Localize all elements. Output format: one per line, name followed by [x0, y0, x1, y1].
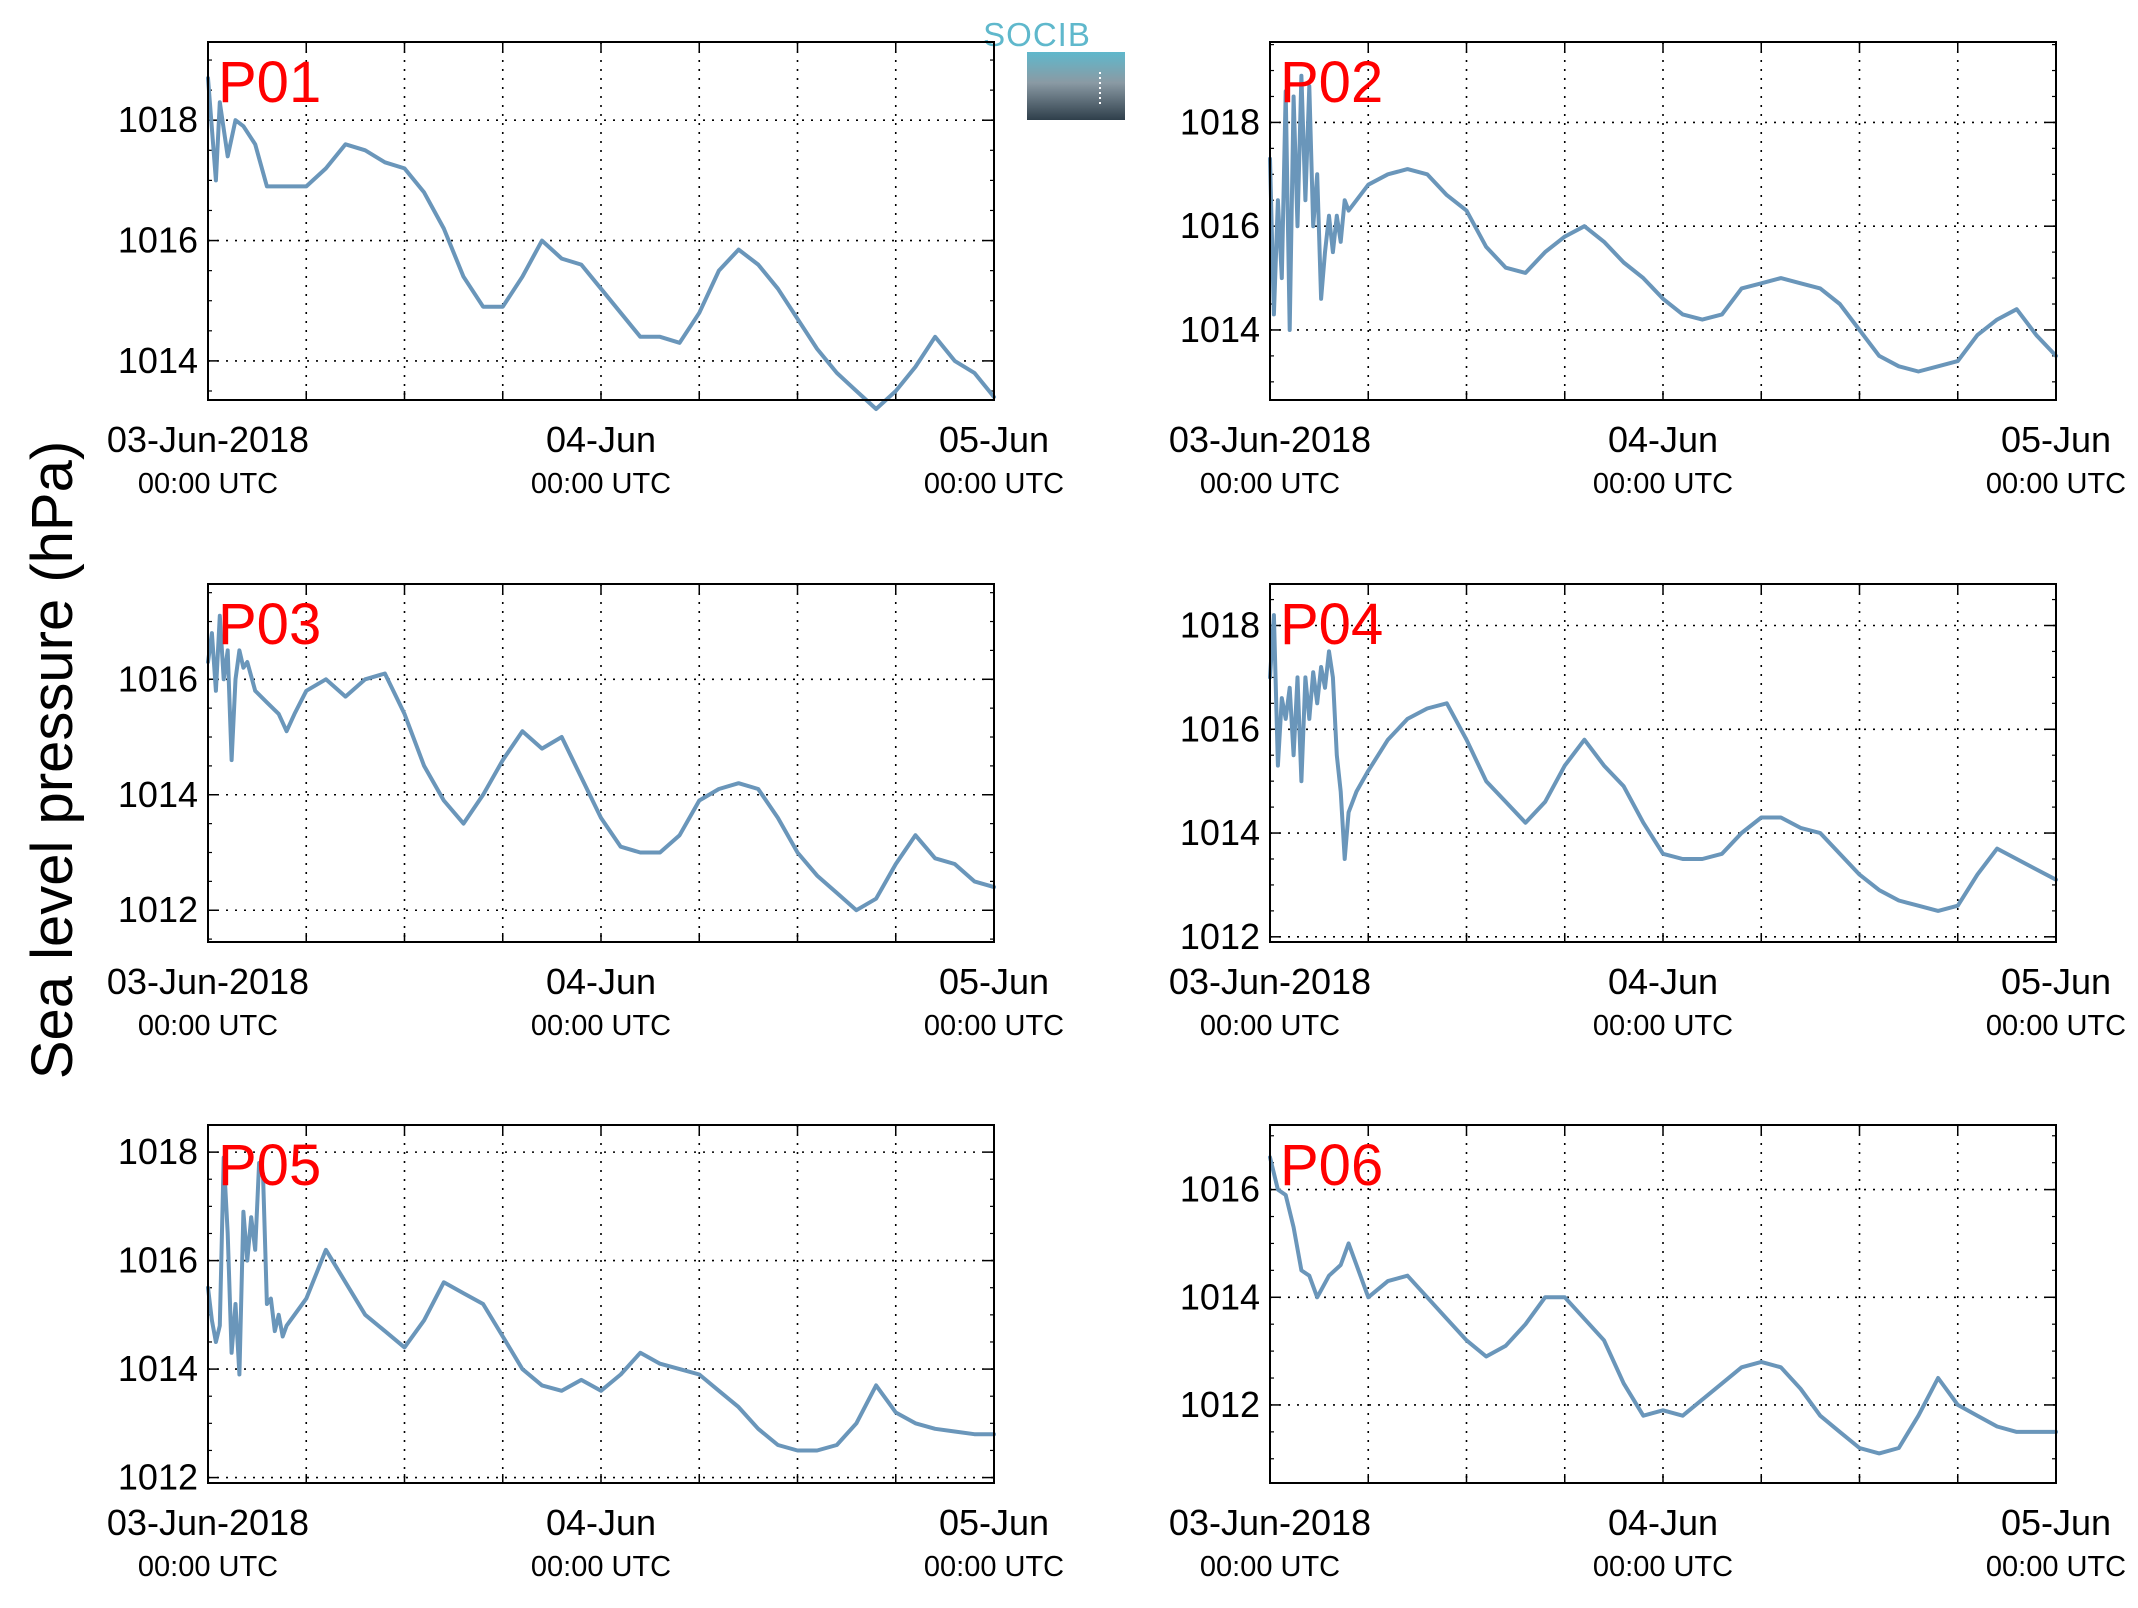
x-tick-sublabel: 00:00 UTC — [1200, 468, 1340, 500]
panel-p02: 1014 1016 1018 03-Jun-2018 00:00 UTC 04-Jun 00… — [1169, 41, 2126, 500]
series-line — [206, 76, 996, 411]
x-tick-label: 04-Jun — [546, 1502, 656, 1543]
y-tick-label: 1018 — [118, 99, 198, 140]
y-tick-label: 1014 — [1180, 1276, 1260, 1317]
y-tick-label: 1012 — [118, 889, 198, 930]
x-tick-label: 05-Jun — [2001, 961, 2111, 1002]
y-tick-label: 1014 — [118, 774, 198, 815]
socib-logo: SOCIB — [983, 16, 1125, 120]
x-tick-label: 04-Jun — [546, 961, 656, 1002]
y-tick-label: 1018 — [118, 1131, 198, 1172]
plot-frame — [1269, 41, 2057, 401]
panel-label: P05 — [218, 1133, 321, 1198]
y-tick-label: 1014 — [1180, 812, 1260, 853]
panel-p03: 1012 1014 1016 03-Jun-2018 00:00 UTC 04-Jun 00… — [107, 583, 1064, 1042]
x-tick-sublabel: 00:00 UTC — [531, 468, 671, 500]
x-tick-label: 04-Jun — [546, 419, 656, 460]
series-line — [1268, 613, 2058, 913]
y-tick-label: 1018 — [1180, 101, 1260, 142]
x-tick-label: 05-Jun — [939, 961, 1049, 1002]
series-line — [1268, 1155, 2058, 1456]
x-tick-label: 03-Jun-2018 — [107, 1502, 309, 1543]
plot-frame — [1269, 583, 2057, 943]
x-tick-sublabel: 00:00 UTC — [1593, 1010, 1733, 1042]
x-tick-sublabel: 00:00 UTC — [1593, 468, 1733, 500]
y-tick-label: 1012 — [1180, 916, 1260, 957]
x-tick-label: 05-Jun — [2001, 1502, 2111, 1543]
x-tick-sublabel: 00:00 UTC — [1200, 1010, 1340, 1042]
y-tick-label: 1016 — [1180, 205, 1260, 246]
y-tick-label: 1014 — [1180, 309, 1260, 350]
y-tick-label: 1012 — [118, 1457, 198, 1498]
x-tick-sublabel: 00:00 UTC — [1986, 1010, 2126, 1042]
panel-label: P04 — [1280, 592, 1383, 657]
panel-label: P03 — [218, 592, 321, 657]
x-tick-label: 04-Jun — [1608, 961, 1718, 1002]
y-tick-label: 1014 — [118, 340, 198, 381]
x-tick-label: 03-Jun-2018 — [1169, 419, 1371, 460]
x-tick-sublabel: 00:00 UTC — [1200, 1551, 1340, 1583]
panel-label: P06 — [1280, 1133, 1383, 1198]
x-tick-sublabel: 00:00 UTC — [1986, 468, 2126, 500]
x-tick-label: 05-Jun — [939, 1502, 1049, 1543]
panel-p05: 1012 1014 1016 1018 03-Jun-2018 00:00 UTC 04-J… — [107, 1124, 1064, 1583]
panel-p04: 1012 1014 1016 1018 03-Jun-2018 00:00 UTC 04-J… — [1169, 583, 2126, 1042]
x-tick-sublabel: 00:00 UTC — [924, 1010, 1064, 1042]
y-tick-label: 1016 — [118, 1240, 198, 1281]
y-tick-label: 1018 — [1180, 605, 1260, 646]
y-axis-label: Sea level pressure (hPa) — [20, 441, 85, 1079]
y-tick-label: 1016 — [1180, 708, 1260, 749]
x-tick-label: 03-Jun-2018 — [1169, 1502, 1371, 1543]
panel-label: P02 — [1280, 50, 1383, 115]
series-line — [206, 613, 996, 913]
x-tick-label: 03-Jun-2018 — [107, 419, 309, 460]
x-tick-sublabel: 00:00 UTC — [1593, 1551, 1733, 1583]
x-tick-sublabel: 00:00 UTC — [138, 1551, 278, 1583]
x-tick-sublabel: 00:00 UTC — [924, 1551, 1064, 1583]
y-tick-label: 1016 — [118, 220, 198, 261]
y-tick-label: 1016 — [1180, 1169, 1260, 1210]
x-tick-sublabel: 00:00 UTC — [531, 1551, 671, 1583]
panel-label: P01 — [218, 50, 321, 115]
x-tick-sublabel: 00:00 UTC — [531, 1010, 671, 1042]
plot-frame — [207, 583, 995, 943]
x-tick-label: 05-Jun — [939, 419, 1049, 460]
x-tick-label: 04-Jun — [1608, 419, 1718, 460]
x-tick-label: 03-Jun-2018 — [107, 961, 309, 1002]
x-tick-label: 04-Jun — [1608, 1502, 1718, 1543]
plot-frame — [207, 1124, 995, 1484]
logo-mark — [1027, 52, 1125, 120]
x-tick-sublabel: 00:00 UTC — [1986, 1551, 2126, 1583]
x-tick-label: 05-Jun — [2001, 419, 2111, 460]
x-tick-sublabel: 00:00 UTC — [138, 468, 278, 500]
y-tick-label: 1016 — [118, 658, 198, 699]
panel-p01: 1014 1016 1018 03-Jun-2018 00:00 UTC 04-Jun 00… — [107, 41, 1064, 500]
plot-frame — [1269, 1124, 2057, 1484]
panels: 1014 1016 1018 03-Jun-2018 00:00 UTC 04-Jun 00… — [107, 41, 2126, 1583]
x-tick-label: 03-Jun-2018 — [1169, 961, 1371, 1002]
panel-p06: 1012 1014 1016 03-Jun-2018 00:00 UTC 04-Jun 00… — [1169, 1124, 2126, 1583]
y-tick-label: 1014 — [118, 1348, 198, 1389]
series-line — [206, 1155, 996, 1453]
series-line — [1268, 73, 2058, 374]
logo-text: SOCIB — [983, 16, 1091, 53]
plot-frame — [207, 41, 995, 401]
x-tick-sublabel: 00:00 UTC — [924, 468, 1064, 500]
x-tick-sublabel: 00:00 UTC — [138, 1010, 278, 1042]
y-tick-label: 1012 — [1180, 1384, 1260, 1425]
